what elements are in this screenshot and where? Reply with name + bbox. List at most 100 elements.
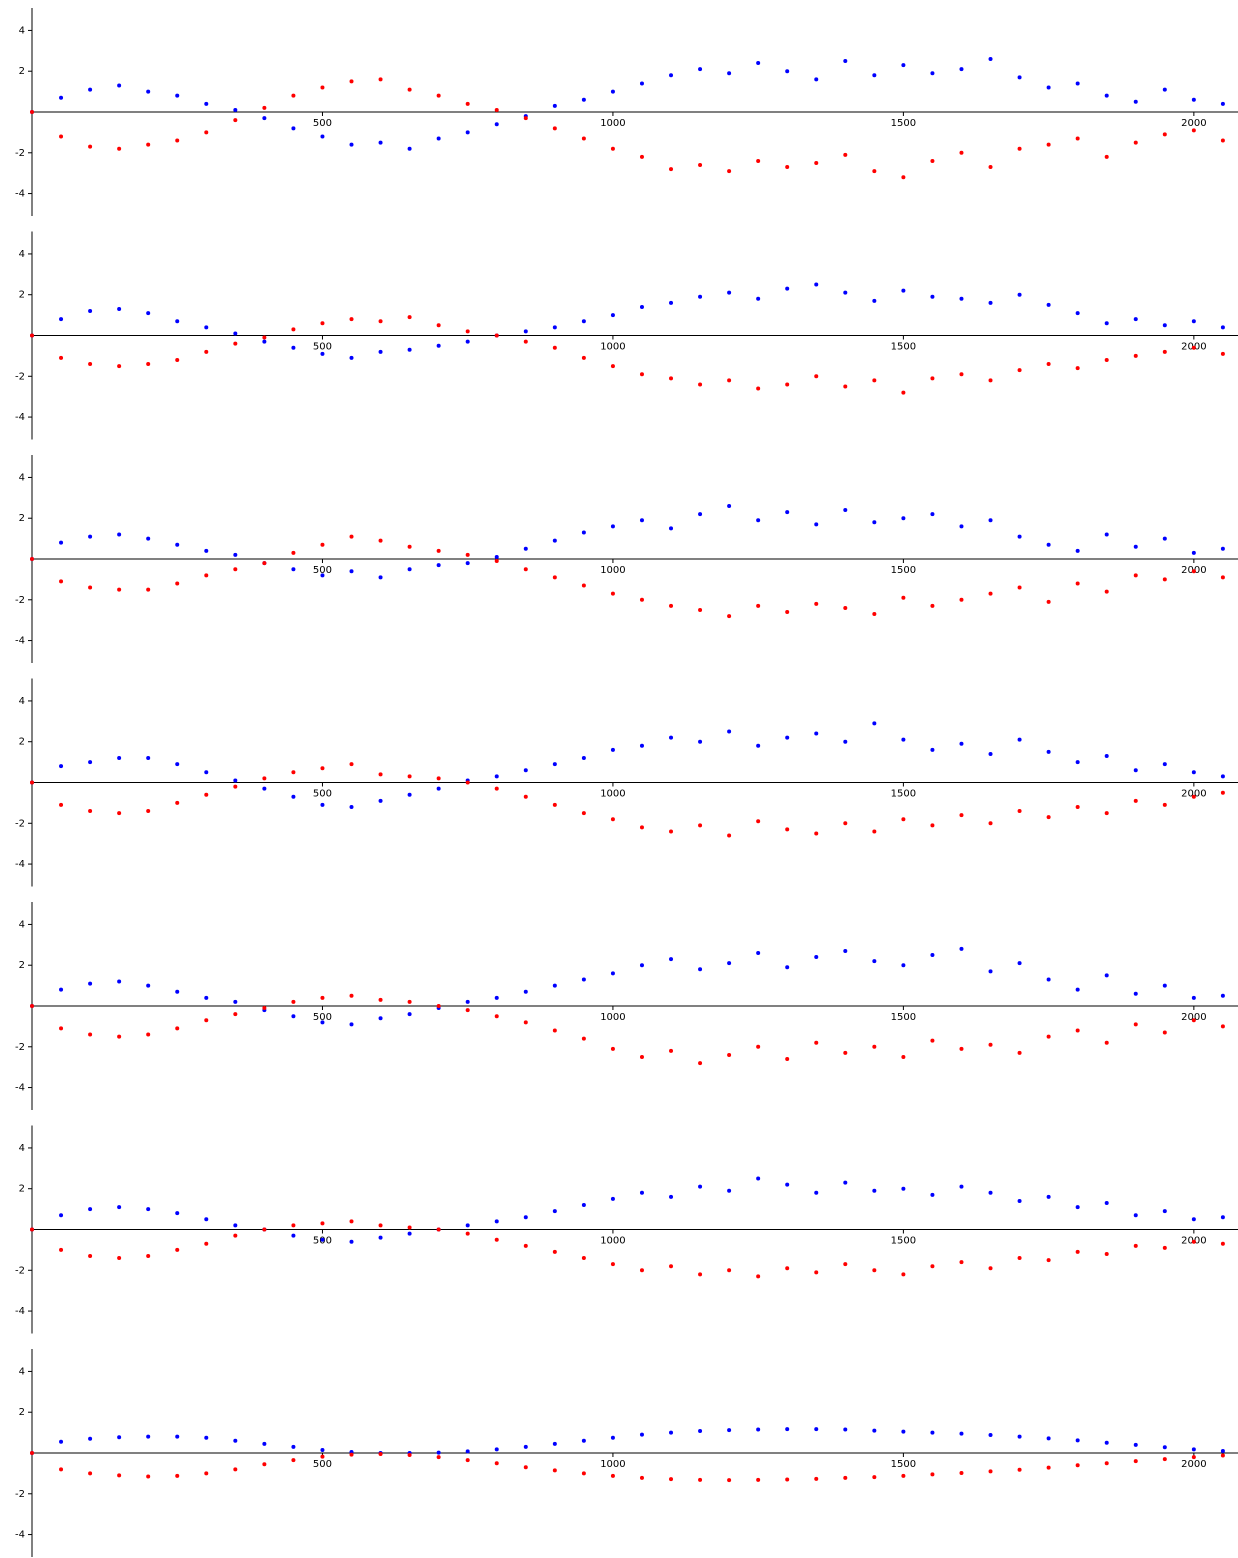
point xyxy=(117,1435,122,1440)
point xyxy=(262,1462,267,1467)
point xyxy=(378,77,383,82)
point xyxy=(494,1447,499,1452)
point xyxy=(146,1434,151,1439)
point xyxy=(1017,75,1022,80)
point xyxy=(727,1052,732,1057)
point xyxy=(1133,798,1138,803)
point xyxy=(523,116,528,121)
point xyxy=(1191,345,1196,350)
point xyxy=(436,136,441,141)
point xyxy=(349,1452,354,1457)
point xyxy=(1133,1459,1138,1464)
point xyxy=(756,950,761,955)
point xyxy=(785,286,790,291)
point xyxy=(727,290,732,295)
point xyxy=(436,563,441,568)
point xyxy=(146,1474,151,1479)
point xyxy=(1046,85,1051,90)
point xyxy=(117,811,122,816)
point xyxy=(930,953,935,958)
point xyxy=(639,81,644,86)
point xyxy=(988,1266,993,1271)
point xyxy=(872,378,877,383)
point xyxy=(814,1040,819,1045)
point xyxy=(581,977,586,982)
point xyxy=(494,333,499,338)
point xyxy=(1104,589,1109,594)
point xyxy=(1220,1241,1225,1246)
y-tick-label: 2 xyxy=(19,960,25,971)
point xyxy=(88,981,93,986)
point xyxy=(1104,1461,1109,1466)
point xyxy=(930,1264,935,1269)
point xyxy=(465,130,470,135)
point xyxy=(465,780,470,785)
point xyxy=(1104,357,1109,362)
point xyxy=(639,154,644,159)
point xyxy=(1191,794,1196,799)
point xyxy=(669,1048,674,1053)
x-tick-label: 1500 xyxy=(891,1459,916,1470)
point xyxy=(1191,995,1196,1000)
point xyxy=(785,165,790,170)
point xyxy=(349,317,354,322)
point xyxy=(349,534,354,539)
point xyxy=(88,1436,93,1441)
point xyxy=(988,300,993,305)
point xyxy=(117,146,122,151)
point xyxy=(727,1428,732,1433)
point xyxy=(1075,1438,1080,1443)
point xyxy=(349,1219,354,1224)
y-tick-label: -4 xyxy=(15,1306,25,1317)
point xyxy=(552,1441,557,1446)
point xyxy=(756,1427,761,1432)
point xyxy=(581,355,586,360)
point xyxy=(1191,569,1196,574)
x-tick-label: 1000 xyxy=(600,118,625,129)
point xyxy=(175,1211,180,1216)
point xyxy=(59,1439,64,1444)
point xyxy=(930,823,935,828)
x-tick-label: 1000 xyxy=(600,342,625,353)
point xyxy=(1104,1251,1109,1256)
point xyxy=(639,1475,644,1480)
point xyxy=(262,116,267,121)
point xyxy=(814,160,819,165)
point xyxy=(1104,154,1109,159)
point xyxy=(1133,573,1138,578)
point xyxy=(465,561,470,566)
point xyxy=(756,819,761,824)
point xyxy=(930,1038,935,1043)
point xyxy=(175,762,180,767)
point xyxy=(843,1427,848,1432)
y-tick-label: -4 xyxy=(15,1083,25,1094)
point xyxy=(30,1227,34,1232)
point xyxy=(843,508,848,513)
point xyxy=(1075,1028,1080,1033)
point xyxy=(320,573,325,578)
point xyxy=(669,735,674,740)
point xyxy=(581,1438,586,1443)
point xyxy=(1017,1256,1022,1261)
x-tick-label: 1000 xyxy=(600,1012,625,1023)
point xyxy=(349,1022,354,1027)
point xyxy=(639,743,644,748)
point xyxy=(552,1209,557,1214)
point xyxy=(785,1427,790,1432)
point xyxy=(262,1006,267,1011)
point xyxy=(1191,1217,1196,1222)
point xyxy=(1162,577,1167,582)
x-tick-label: 2000 xyxy=(1181,1012,1206,1023)
point xyxy=(1104,532,1109,537)
point xyxy=(756,1176,761,1181)
point xyxy=(552,575,557,580)
point xyxy=(814,955,819,960)
point xyxy=(843,1262,848,1267)
point xyxy=(1104,93,1109,98)
y-tick-label: 2 xyxy=(19,1407,25,1418)
point xyxy=(669,603,674,608)
point xyxy=(523,1465,528,1470)
point xyxy=(669,957,674,962)
point xyxy=(146,1032,151,1037)
